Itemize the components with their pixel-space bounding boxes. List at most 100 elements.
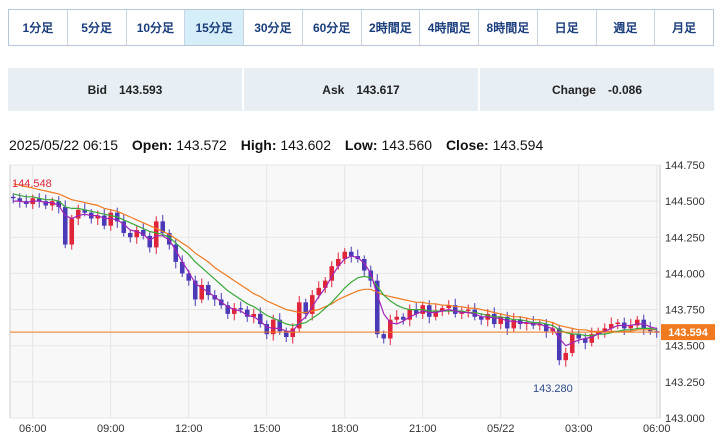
x-tick-label: 15:00 [253,423,281,435]
tab-timeframe[interactable]: 4時間足 [420,10,479,45]
current-price-badge [661,324,715,341]
candle-body [251,313,257,317]
tab-timeframe[interactable]: 日足 [538,10,597,45]
current-price-label: 143.594 [668,327,709,339]
candle-body [231,308,237,314]
y-tick-label: 144.750 [665,160,705,172]
candle-body [277,319,283,332]
tab-timeframe[interactable]: 月足 [672,21,697,35]
moving-average-mid [13,193,657,337]
tab-timeframe[interactable]: 60分足 [303,10,362,45]
candle-body [186,273,192,281]
candle-body [608,324,614,329]
candle-body [374,280,380,335]
candle-body [43,201,49,206]
plot-area [9,164,661,419]
tab-timeframe[interactable]: 15分足 [185,10,244,45]
change-value: -0.086 [607,82,643,97]
low-annotation: 143.280 [533,383,573,395]
candle-body [127,232,133,238]
tab-timeframe[interactable]: 週足 [597,10,656,45]
candle-body [283,331,289,338]
ask-value: 143.617 [356,82,400,97]
candle-body [342,251,348,259]
candle-body [134,230,140,238]
x-tick-label: 12:00 [175,423,203,435]
candle-body [348,251,354,257]
candle-body [615,322,621,325]
candle-body [244,309,250,317]
candle-body [394,316,400,320]
candle-body [179,261,185,274]
high-label: High: [240,137,277,153]
tab-timeframe[interactable]: 1分足 [9,10,68,45]
price-chart[interactable]: 144.750 144.500 144.250 144.000 143.750 143.5… [0,150,720,443]
bid-label: Bid [87,82,107,97]
candle-body [576,334,582,339]
candle-body [634,319,640,326]
tab-timeframe[interactable]: 10分足 [127,10,186,45]
candle-body [452,305,458,314]
ohlc-datetime: 2025/05/22 06:15 [9,137,118,153]
x-tick-label: 06:00 [643,423,671,435]
candle-body [329,266,335,281]
candle-body [264,324,270,335]
candle-body [153,221,159,248]
candle-body [82,209,88,213]
candle-body [296,302,302,329]
x-tick-label: 05/22 [487,423,515,435]
x-tick-label: 03:00 [565,423,593,435]
close-value: 143.594 [492,137,544,153]
candle-body [160,221,166,233]
ask-label: Ask [322,82,345,97]
candle-body [550,328,556,332]
close-label: Close: [445,137,489,153]
moving-average-fast [13,200,657,347]
x-tick-label: 21:00 [409,423,437,435]
candle-body [238,308,244,310]
candle-body [407,309,413,320]
candle-body [368,270,374,281]
ask-cell: Ask 143.617 [244,68,478,111]
candle-body [147,235,153,248]
y-tick-label: 144.000 [665,268,705,280]
candle-body [400,316,406,320]
candle-body [121,221,127,233]
tab-timeframe[interactable]: 8時間足 [479,10,538,45]
candle-body [413,309,419,314]
candle-body [75,209,81,219]
candle-body [498,316,504,325]
y-tick-label: 144.250 [665,232,705,244]
candle-body [582,338,588,343]
candle-body [478,316,484,320]
candle-body [361,258,367,271]
moving-average-slow [13,183,657,332]
candle-body [517,319,523,325]
ohlc-readout: 2025/05/22 06:15 Open: 143.572 High: 143… [9,137,543,153]
candle-body [166,232,172,245]
candle-body [465,309,471,312]
candle-body [192,280,198,300]
tab-timeframe[interactable]: 30分足 [244,10,303,45]
y-tick-label: 143.750 [665,305,705,317]
candle-body [472,309,478,317]
timeframe-tabs: 1分足 5分足 10分足 15分足 30分足 60分足 2時間足 4時間足 8時間足 日足 週足 月足 [8,9,714,46]
high-annotation: 144.548 [12,178,52,190]
y-tick-label: 143.250 [665,377,705,389]
candle-body [595,331,601,335]
candle-body [10,196,16,199]
tab-timeframe[interactable]: 5分足 [68,10,127,45]
candle-body [433,311,439,317]
bid-cell: Bid 143.593 [8,68,242,111]
candle-body [511,319,517,329]
candle-body [563,352,569,361]
candle-body [309,295,315,314]
candle-body [504,316,510,329]
x-tick-label: 06:00 [19,423,47,435]
candle-body [290,328,296,338]
open-label: Open: [131,137,173,153]
tab-timeframe[interactable]: 2時間足 [362,10,421,45]
candle-body [602,328,608,332]
bid-value: 143.593 [118,82,163,97]
y-tick-label: 144.500 [665,196,705,208]
